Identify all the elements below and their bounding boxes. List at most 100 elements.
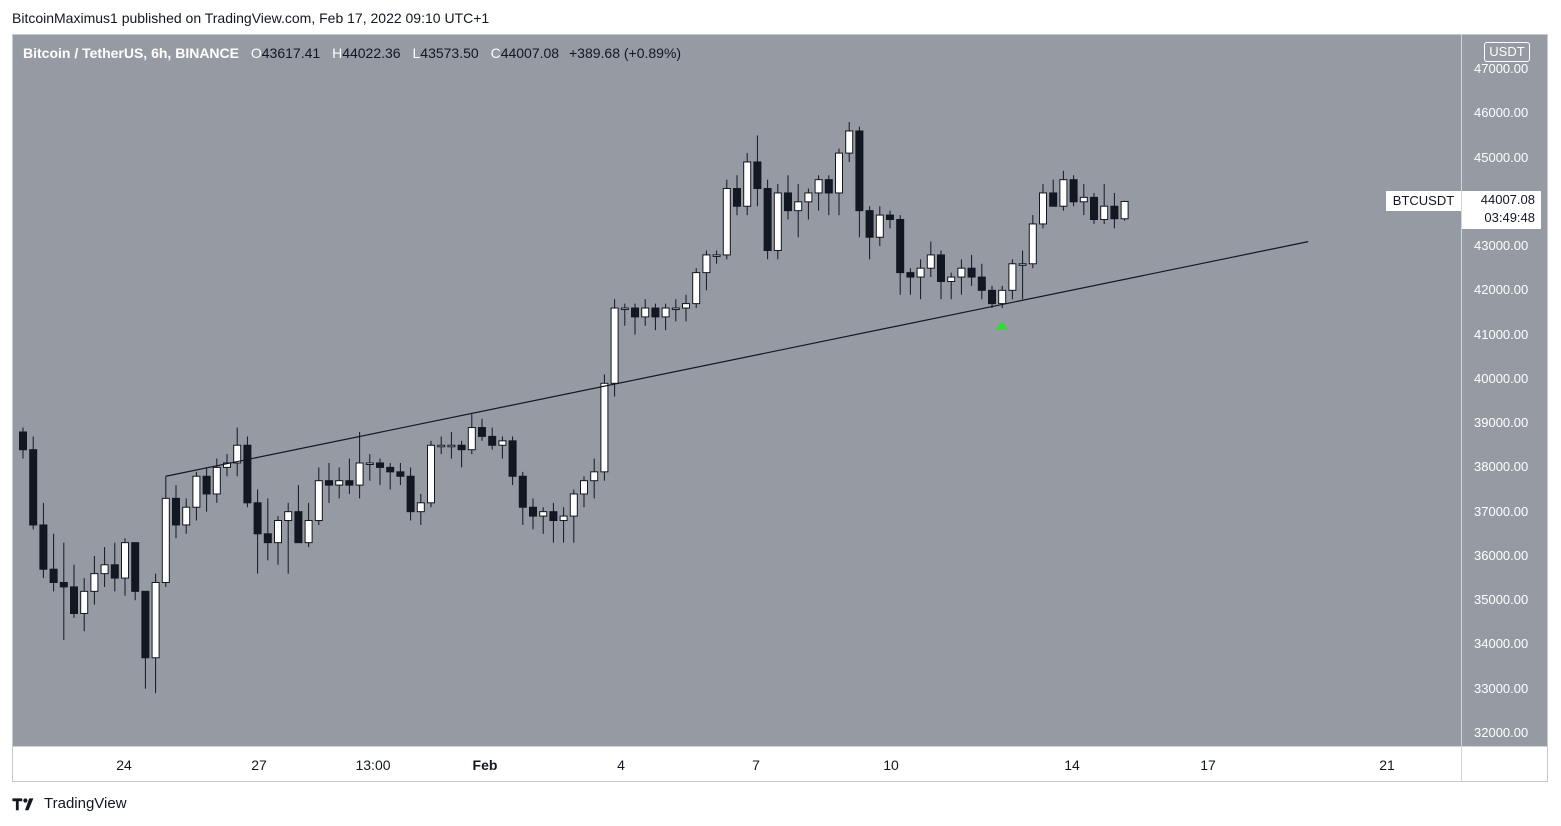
- candle-up: [712, 254, 721, 257]
- price-axis-label: 45000.00: [1474, 149, 1529, 165]
- time-axis-label: 27: [251, 757, 267, 773]
- candle-up: [743, 161, 752, 207]
- price-axis[interactable]: [1461, 35, 1547, 746]
- time-axis-label: Feb: [472, 757, 498, 773]
- candle-up: [702, 254, 711, 274]
- footer-brand-label: TradingView: [44, 795, 127, 812]
- chart-plot-area[interactable]: [13, 35, 1461, 746]
- candle-down: [753, 161, 762, 190]
- candle-up: [722, 188, 731, 256]
- change-value: +389.68 (+0.89%): [569, 45, 682, 61]
- candle-up: [1028, 223, 1037, 265]
- candle-up: [814, 179, 823, 194]
- footer-brand[interactable]: TradingView: [12, 795, 127, 812]
- candle-down: [110, 564, 119, 579]
- candle-down: [855, 130, 864, 212]
- candle-down: [824, 179, 833, 194]
- candle-down: [263, 533, 272, 544]
- close-value: 44007.08: [500, 45, 560, 61]
- candle-up: [1008, 263, 1017, 291]
- price-axis-label: 38000.00: [1474, 459, 1529, 475]
- candle-up: [926, 254, 935, 269]
- candle-down: [243, 444, 252, 504]
- candle-up: [1039, 192, 1047, 225]
- time-axis-label: 17: [1200, 757, 1216, 773]
- candle-up: [539, 511, 548, 517]
- price-axis-label: 43000.00: [1474, 238, 1529, 254]
- price-axis-label: 42000.00: [1474, 282, 1529, 298]
- candle-up: [682, 303, 690, 309]
- time-axis[interactable]: [13, 746, 1461, 781]
- time-axis-label: 10: [883, 757, 899, 773]
- candle-up: [233, 444, 242, 464]
- candle-down: [1090, 196, 1098, 221]
- candle-up: [998, 289, 1007, 305]
- time-axis-label: 21: [1379, 757, 1395, 773]
- candle-down: [651, 307, 660, 318]
- candle-down: [59, 581, 68, 588]
- candle-down: [1110, 205, 1119, 220]
- candle-down: [529, 506, 537, 517]
- support-marker-icon: [996, 321, 1009, 330]
- candle-up: [416, 502, 425, 513]
- candle-down: [784, 192, 792, 212]
- candle-up: [121, 542, 129, 579]
- close-label: C: [490, 45, 501, 61]
- time-axis-label: 24: [116, 757, 132, 773]
- candle-up: [947, 276, 956, 282]
- candle-down: [631, 307, 639, 318]
- open-value: 43617.41: [261, 45, 321, 61]
- price-axis-label: 41000.00: [1474, 326, 1529, 342]
- candle-down: [518, 475, 527, 508]
- candle-down: [202, 475, 211, 495]
- ascending-trendline: [165, 241, 1309, 477]
- candle-up: [671, 307, 680, 311]
- candle-up: [365, 462, 374, 465]
- candle-down: [549, 511, 558, 522]
- time-axis-label: 14: [1064, 757, 1080, 773]
- time-axis-label: 13:00: [355, 757, 391, 773]
- ohlc-legend: Bitcoin / TetherUS, 6h, BINANCE O43617.4…: [23, 45, 681, 61]
- candle-down: [39, 524, 48, 570]
- candle-up: [284, 511, 293, 522]
- publisher-line: BitcoinMaximus1 published on TradingView…: [12, 10, 490, 26]
- candle-down: [406, 475, 415, 513]
- axis-corner: [1461, 746, 1547, 781]
- candle-up: [447, 444, 456, 448]
- high-value: 44022.36: [342, 45, 401, 61]
- symbol-line: Bitcoin / TetherUS, 6h, BINANCE: [23, 45, 239, 61]
- last-price-box: 44007.08 03:49:48: [1462, 191, 1541, 229]
- candle-up: [223, 462, 231, 468]
- candle-down: [977, 276, 986, 291]
- candle-down: [294, 511, 303, 544]
- candle-down: [131, 542, 140, 592]
- candle-up: [182, 506, 191, 526]
- candle-down: [488, 435, 497, 446]
- currency-badge[interactable]: USDT: [1484, 42, 1530, 62]
- candle-down: [508, 440, 517, 477]
- candle-up: [427, 444, 435, 504]
- symbol-price-label: BTCUSDT: [1386, 191, 1461, 211]
- candle-down: [396, 471, 405, 477]
- candle-up: [90, 573, 99, 592]
- tradingview-logo-icon: [12, 797, 34, 810]
- price-axis-label: 40000.00: [1474, 370, 1529, 386]
- candle-down: [345, 480, 354, 486]
- candle-up: [957, 267, 966, 278]
- candle-down: [733, 188, 741, 207]
- candle-up: [304, 520, 313, 544]
- candle-down: [376, 462, 384, 468]
- candle-up: [794, 201, 803, 212]
- candle-up: [916, 267, 925, 278]
- candle-down: [49, 568, 58, 583]
- candle-up: [151, 581, 160, 659]
- candle-down: [457, 444, 466, 451]
- candle-up: [314, 480, 323, 522]
- last-price-value: 44007.08: [1480, 192, 1535, 207]
- candle-down: [19, 431, 27, 451]
- candle-up: [274, 520, 282, 544]
- candle-down: [906, 272, 915, 278]
- candle-down: [1049, 192, 1058, 207]
- price-axis-label: 47000.00: [1474, 61, 1529, 76]
- candle-down: [886, 214, 894, 221]
